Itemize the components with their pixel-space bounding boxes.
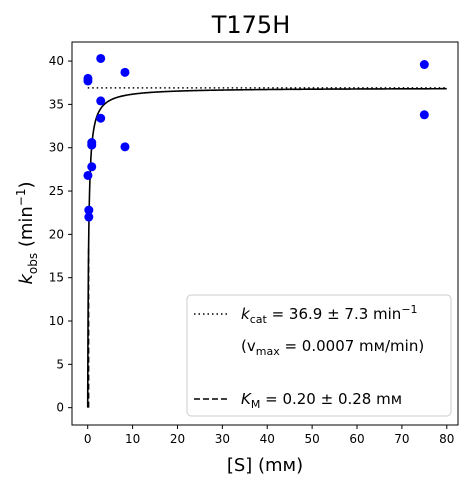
y-axis-unit-close: ) bbox=[16, 181, 37, 188]
x-tick-label: 40 bbox=[260, 432, 275, 446]
fit-curve bbox=[86, 87, 447, 408]
legend-box bbox=[186, 294, 452, 417]
y-axis-ticks: 0 5 10 15 20 25 30 35 40 bbox=[49, 54, 72, 415]
x-tick-label: 60 bbox=[349, 432, 364, 446]
data-point bbox=[120, 67, 130, 77]
data-point bbox=[87, 138, 97, 148]
y-tick-label: 35 bbox=[49, 97, 64, 111]
y-tick-label: 0 bbox=[56, 401, 64, 415]
fit-layer bbox=[86, 87, 447, 408]
x-tick-label: 70 bbox=[394, 432, 409, 446]
y-tick-label: 5 bbox=[56, 357, 64, 371]
x-tick-label: 0 bbox=[84, 432, 92, 446]
data-point bbox=[84, 205, 94, 215]
data-point bbox=[84, 212, 94, 222]
y-axis-subscript: obs bbox=[26, 253, 40, 274]
y-tick-label: 40 bbox=[49, 54, 64, 68]
data-point bbox=[87, 162, 97, 172]
x-tick-label: 80 bbox=[439, 432, 454, 446]
x-tick-label: 10 bbox=[125, 432, 140, 446]
x-tick-label: 30 bbox=[215, 432, 230, 446]
legend-km-label: KM = 0.20 ± 0.28 mм bbox=[241, 390, 402, 411]
data-point bbox=[96, 113, 106, 123]
legend-kcat-label: kcat = 36.9 ± 7.3 min−1 bbox=[241, 303, 418, 326]
data-point bbox=[83, 170, 93, 180]
y-tick-label: 15 bbox=[49, 271, 64, 285]
data-point bbox=[96, 53, 106, 63]
y-axis-symbol: k bbox=[16, 273, 37, 285]
data-point bbox=[419, 110, 429, 120]
legend-vmax-label: (vmax = 0.0007 mм/min) bbox=[241, 337, 424, 358]
data-point bbox=[83, 73, 93, 83]
y-tick-label: 10 bbox=[49, 314, 64, 328]
y-axis-unit-exponent: −1 bbox=[14, 188, 28, 206]
y-tick-label: 20 bbox=[49, 227, 64, 241]
y-tick-label: 25 bbox=[49, 184, 64, 198]
x-axis-label: [S] (mм) bbox=[227, 455, 303, 476]
x-axis-ticks: 0 10 20 30 40 50 60 70 80 bbox=[84, 425, 454, 446]
plot-frame bbox=[71, 41, 459, 426]
data-point bbox=[96, 96, 106, 106]
y-axis-label: kobs (min−1) bbox=[14, 181, 40, 284]
chart-title: T175H bbox=[211, 11, 291, 39]
data-points bbox=[83, 53, 429, 222]
data-point bbox=[120, 142, 130, 152]
x-tick-label: 20 bbox=[170, 432, 185, 446]
data-point bbox=[419, 60, 429, 70]
x-tick-label: 50 bbox=[304, 432, 319, 446]
y-axis-unit: (min bbox=[16, 206, 37, 253]
legend: kcat = 36.9 ± 7.3 min−1 (vmax = 0.0007 m… bbox=[186, 294, 452, 417]
y-tick-label: 30 bbox=[49, 141, 64, 155]
